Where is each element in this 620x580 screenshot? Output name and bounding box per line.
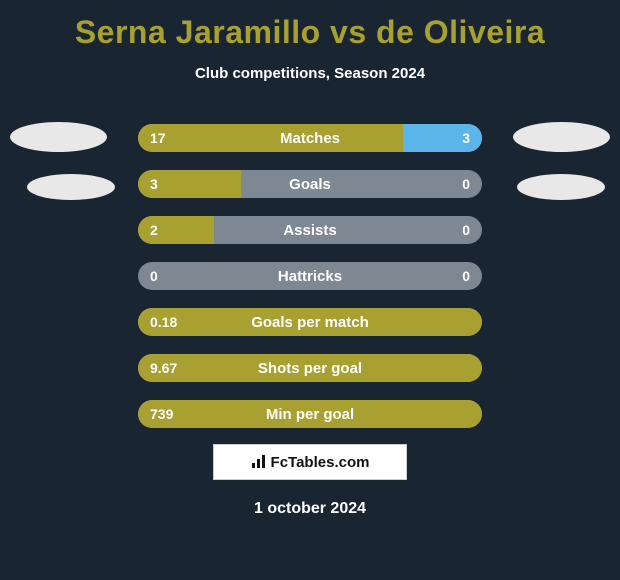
stat-label: Hattricks (138, 262, 482, 290)
stat-row: Shots per goal9.67 (138, 354, 482, 382)
stat-value-right: 0 (462, 170, 470, 198)
stat-value-left: 9.67 (150, 354, 177, 382)
logo-box: FcTables.com (213, 444, 407, 480)
stat-value-right: 0 (462, 216, 470, 244)
stat-value-left: 17 (150, 124, 166, 152)
stat-row: Matches17 3 (138, 124, 482, 152)
stat-row: Assists2 0 (138, 216, 482, 244)
stat-label: Goals per match (138, 308, 482, 336)
stat-label: Matches (138, 124, 482, 152)
stat-value-right: 3 (462, 124, 470, 152)
stat-value-left: 3 (150, 170, 158, 198)
player-right-avatar-1 (513, 122, 610, 152)
stat-value-left: 0.18 (150, 308, 177, 336)
chart-icon (251, 453, 267, 471)
stat-value-left: 2 (150, 216, 158, 244)
stat-row: Goals3 0 (138, 170, 482, 198)
stat-label: Goals (138, 170, 482, 198)
logo-text: FcTables.com (271, 454, 370, 471)
player-right-avatar-2 (517, 174, 605, 200)
stat-row: Min per goal739 (138, 400, 482, 428)
stat-value-left: 739 (150, 400, 173, 428)
stats-bars-container: Matches173Goals30Assists20Hattricks00Goa… (138, 124, 482, 446)
stat-row: Goals per match0.18 (138, 308, 482, 336)
stat-label: Assists (138, 216, 482, 244)
player-left-avatar-1 (10, 122, 107, 152)
stat-row: Hattricks0 0 (138, 262, 482, 290)
comparison-title: Serna Jaramillo vs de Oliveira (0, 0, 620, 51)
stat-label: Shots per goal (138, 354, 482, 382)
date-text: 1 october 2024 (0, 500, 620, 518)
stat-label: Min per goal (138, 400, 482, 428)
player-left-avatar-2 (27, 174, 115, 200)
stat-value-left: 0 (150, 262, 158, 290)
subtitle: Club competitions, Season 2024 (0, 65, 620, 82)
stat-value-right: 0 (462, 262, 470, 290)
